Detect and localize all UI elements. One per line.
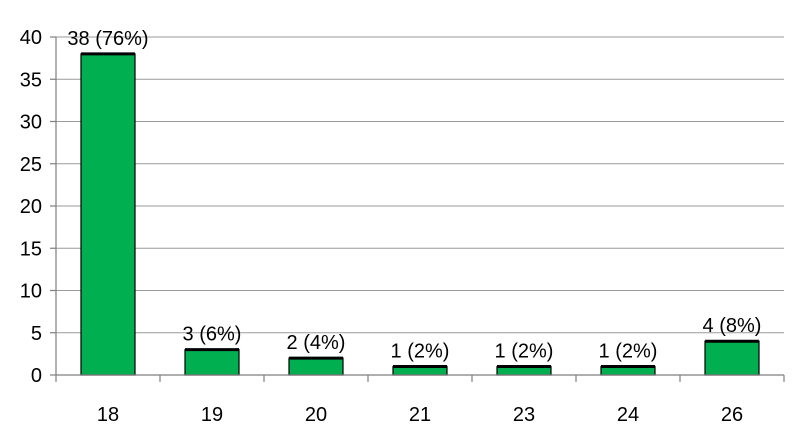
y-tick-label: 25 bbox=[20, 154, 42, 176]
bar-19 bbox=[184, 349, 240, 376]
y-tick-label: 5 bbox=[31, 323, 42, 345]
data-labels: 38 (76%) 3 (6%) 2 (4%) 1 (2%) 1 (2%) 1 (2%) 4 … bbox=[67, 28, 761, 363]
y-tick-label: 30 bbox=[20, 112, 42, 134]
data-label: 3 (6%) bbox=[183, 324, 242, 346]
data-label: 1 (2%) bbox=[391, 341, 450, 363]
bar-20 bbox=[288, 357, 344, 376]
grid-lines bbox=[56, 36, 784, 334]
y-tick-label: 20 bbox=[20, 196, 42, 218]
bars bbox=[80, 52, 760, 376]
x-tick-label: 24 bbox=[617, 404, 639, 426]
x-tick-label: 18 bbox=[97, 404, 119, 426]
axes: 0 5 10 15 20 25 30 35 40 18 19 20 21 23 24 26 bbox=[20, 27, 785, 426]
y-tick-label: 0 bbox=[31, 365, 42, 387]
data-label: 1 (2%) bbox=[599, 341, 658, 363]
x-tick-label: 26 bbox=[721, 404, 743, 426]
x-tick-label: 19 bbox=[201, 404, 223, 426]
y-tick-label: 15 bbox=[20, 238, 42, 260]
bar-18 bbox=[80, 53, 136, 376]
x-tick-label: 23 bbox=[513, 404, 535, 426]
data-label: 1 (2%) bbox=[495, 341, 554, 363]
y-tick-label: 40 bbox=[20, 27, 42, 49]
data-label: 4 (8%) bbox=[703, 315, 762, 337]
data-label: 38 (76%) bbox=[67, 28, 148, 50]
data-label: 2 (4%) bbox=[287, 332, 346, 354]
y-tick-label: 10 bbox=[20, 281, 42, 303]
bar-26 bbox=[704, 340, 760, 376]
y-tick-label: 35 bbox=[20, 69, 42, 91]
x-tick-label: 21 bbox=[409, 404, 431, 426]
x-tick-label: 20 bbox=[305, 404, 327, 426]
